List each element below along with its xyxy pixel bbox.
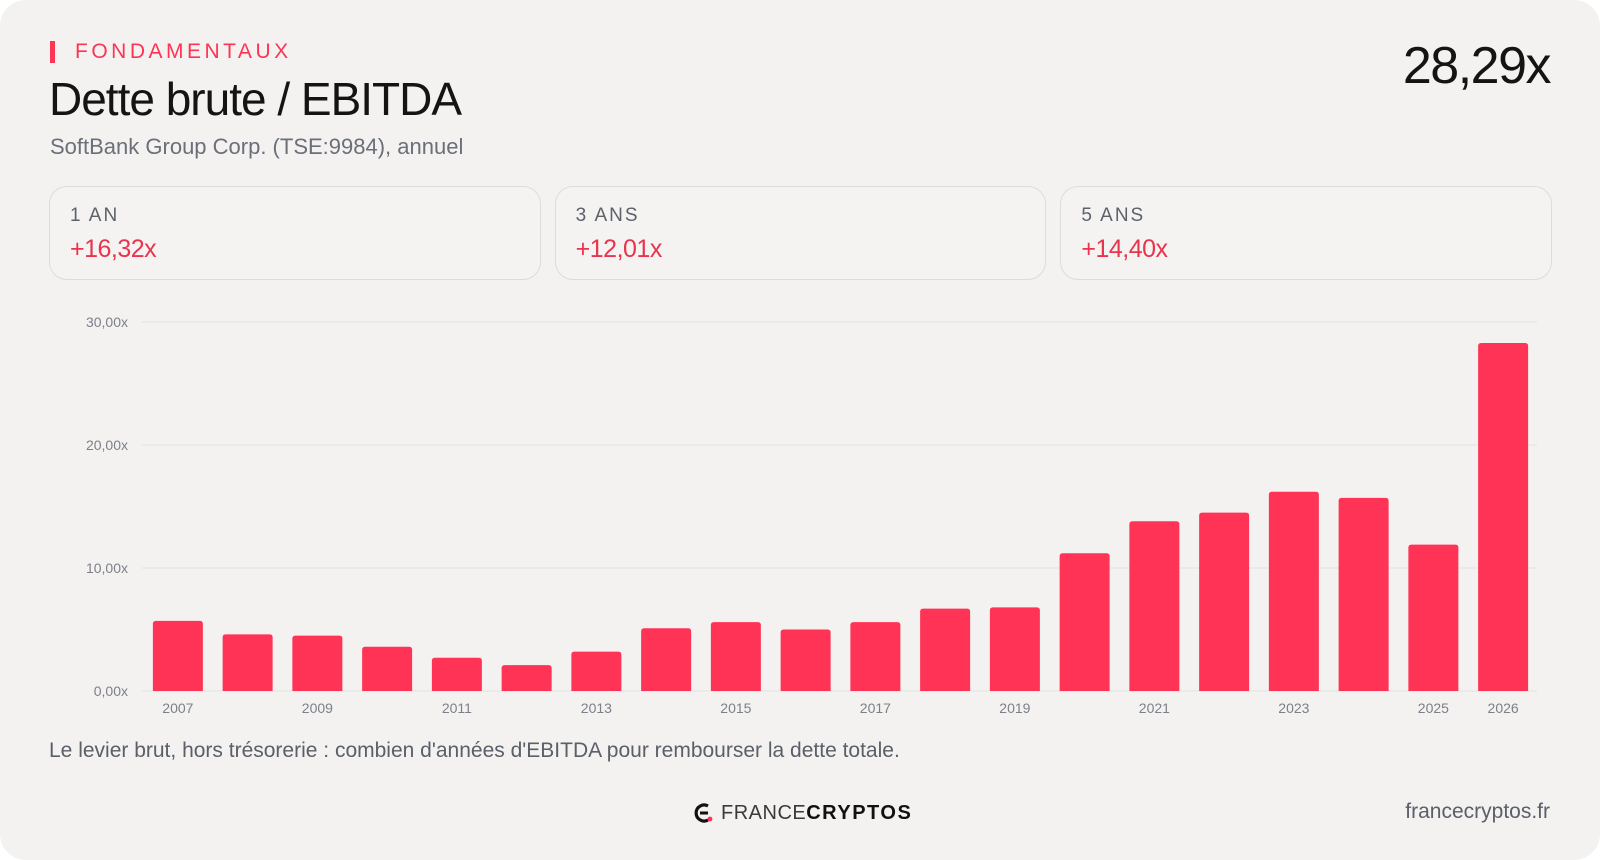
- stat-value: +12,01x: [575, 235, 663, 263]
- y-tick-label: 10,00x: [86, 560, 128, 576]
- x-tick-label: 2021: [1139, 700, 1170, 716]
- y-tick-label: 0,00x: [94, 683, 128, 699]
- eyebrow-accent-bar: [50, 41, 55, 63]
- bar-2021: [1129, 521, 1180, 691]
- bar-2020: [1059, 553, 1110, 691]
- x-tick-label: 2011: [442, 700, 472, 716]
- bar-2014: [641, 628, 692, 691]
- brand-mark-icon: [694, 803, 713, 823]
- x-tick-label: 2017: [860, 700, 891, 716]
- bar-2022: [1199, 512, 1250, 691]
- x-tick-label: 2025: [1418, 700, 1449, 716]
- stat-value: +16,32x: [70, 235, 157, 263]
- bar-chart: 0,00x 10,00x 20,00x 30,00x 2007 2009 2011 2013 2…: [86, 314, 1537, 716]
- x-tick-label: 2015: [720, 700, 751, 716]
- brand-name-light: FRANCE: [721, 801, 807, 824]
- y-tick-label: 20,00x: [86, 437, 128, 453]
- bar-2009: [292, 635, 343, 691]
- stat-3-years: 3 ANS +12,01x: [554, 186, 1047, 280]
- y-tick-label: 30,00x: [86, 314, 128, 330]
- bar-2024: [1338, 497, 1389, 691]
- x-tick-label: 2026: [1488, 700, 1519, 716]
- stat-value: +14,40x: [1081, 235, 1168, 263]
- current-value: 28,29x: [1402, 37, 1552, 95]
- brand-logo: FRANCE CRYPTOS: [693, 800, 912, 826]
- bar-2013: [571, 651, 622, 691]
- bar-2026: [1478, 343, 1529, 691]
- bar-2012: [501, 665, 552, 691]
- chart-title: Dette brute / EBITDA: [49, 73, 462, 125]
- stat-label: 3 ANS: [575, 205, 640, 226]
- bar-2007: [152, 620, 203, 691]
- x-tick-label: 2019: [999, 700, 1030, 716]
- brand-name-bold: CRYPTOS: [806, 801, 913, 824]
- stat-label: 5 ANS: [1081, 205, 1146, 226]
- x-tick-label: 2023: [1278, 700, 1309, 716]
- stat-label: 1 AN: [70, 205, 120, 226]
- bar-2019: [989, 607, 1040, 691]
- bar-2023: [1268, 491, 1319, 691]
- eyebrow-label: FONDAMENTAUX: [75, 40, 292, 63]
- stat-1-year: 1 AN +16,32x: [49, 186, 541, 280]
- x-tick-label: 2009: [302, 700, 333, 716]
- bar-2015: [710, 622, 761, 691]
- bar-2008: [222, 634, 273, 691]
- x-tick-label: 2007: [162, 700, 193, 716]
- x-tick-label: 2013: [581, 700, 612, 716]
- change-stats: 1 AN +16,32x 3 ANS +12,01x 5 ANS +14,40x: [49, 186, 1553, 280]
- bar-2017: [850, 622, 901, 691]
- site-url: francecryptos.fr: [1405, 800, 1550, 823]
- stat-5-years: 5 ANS +14,40x: [1060, 186, 1553, 280]
- bar-2018: [920, 608, 971, 691]
- bar-2010: [362, 646, 413, 691]
- chart-subtitle: SoftBank Group Corp. (TSE:9984), annuel: [50, 134, 464, 159]
- bar-2025: [1408, 544, 1459, 691]
- bar-2016: [780, 629, 831, 691]
- bar-2011: [431, 657, 482, 691]
- eyebrow: FONDAMENTAUX: [50, 40, 292, 64]
- chart-caption: Le levier brut, hors trésorerie : combie…: [49, 739, 900, 762]
